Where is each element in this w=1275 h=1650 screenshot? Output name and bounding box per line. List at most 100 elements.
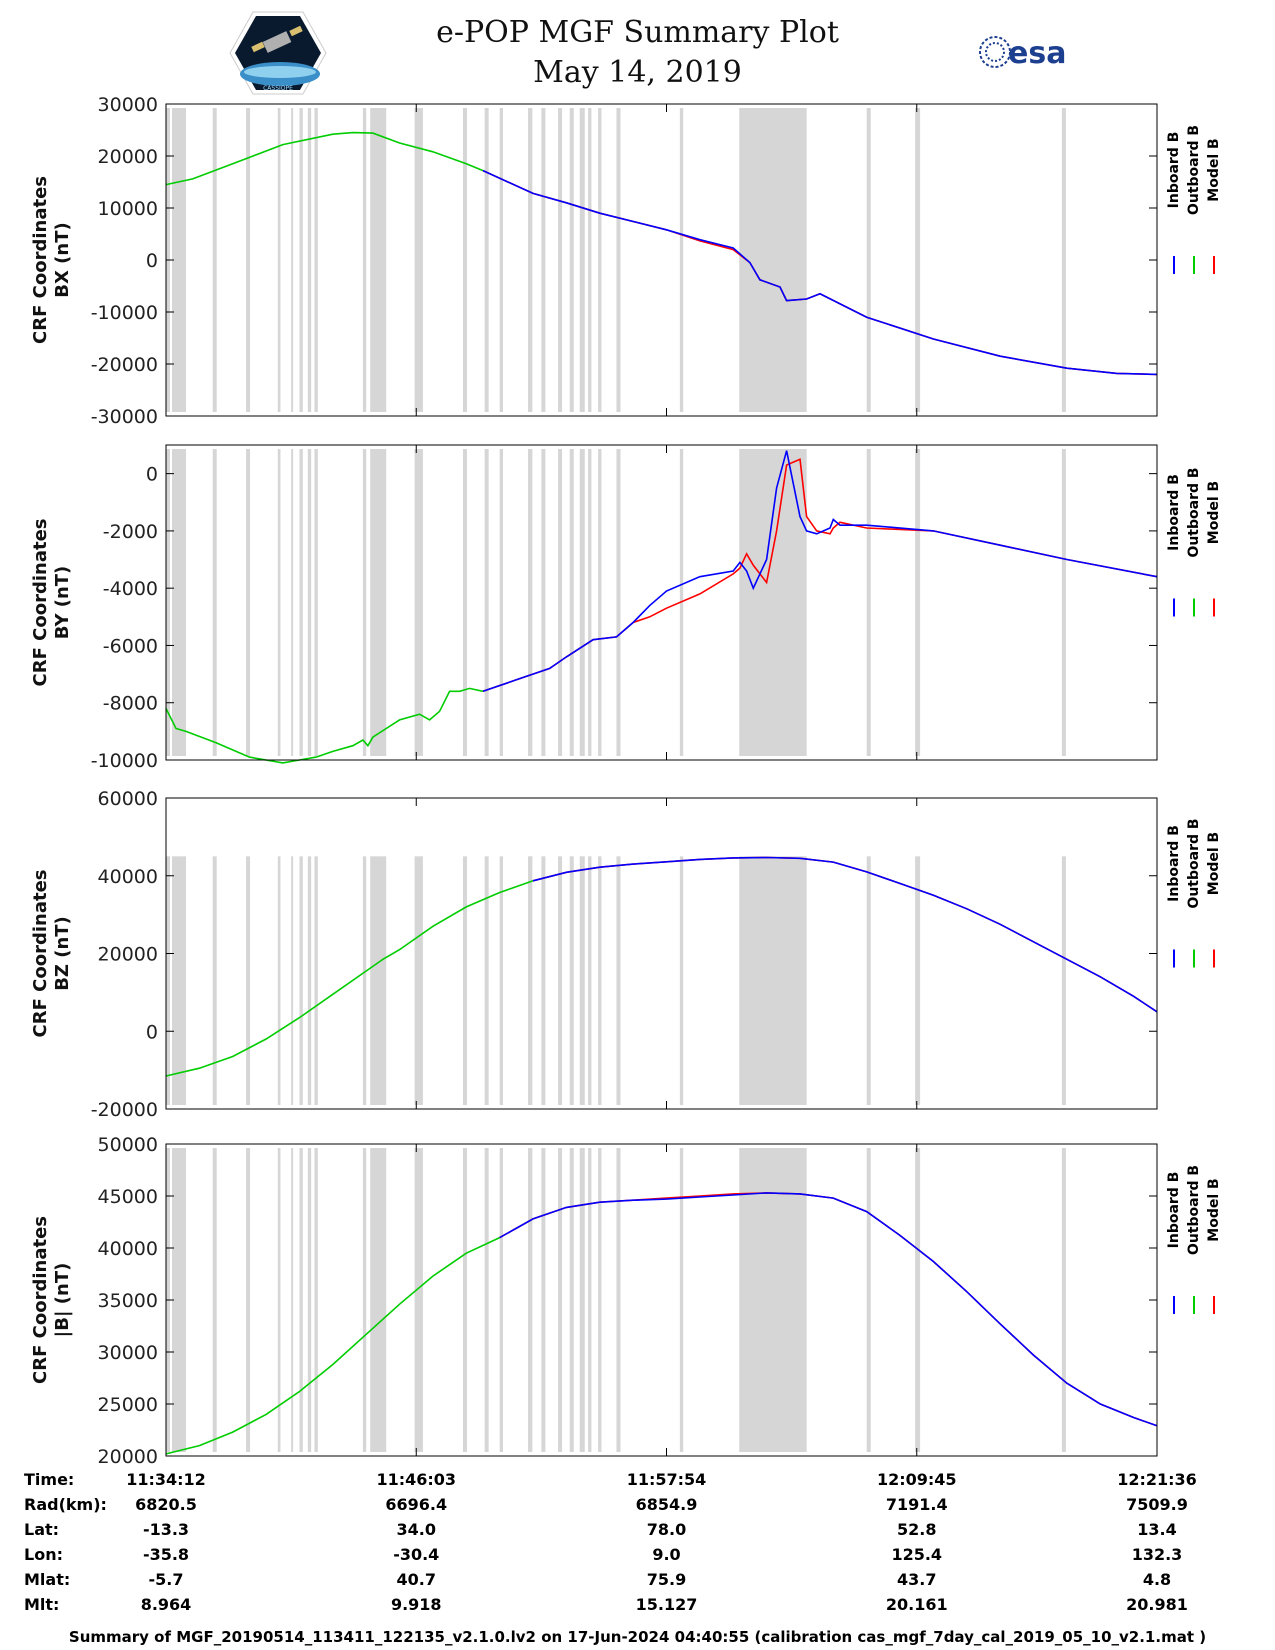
shaded-interval bbox=[598, 856, 602, 1105]
ephemeris-value: 132.3 bbox=[1132, 1545, 1183, 1564]
logo-caption: CASSIOPE bbox=[263, 85, 293, 92]
shaded-interval bbox=[172, 856, 187, 1105]
shaded-interval bbox=[1061, 1148, 1066, 1452]
ephemeris-value: 75.9 bbox=[647, 1570, 686, 1589]
series-line-outboard-b bbox=[165, 880, 534, 1077]
y-axis-label-line: CRF Coordinates bbox=[30, 519, 51, 687]
shaded-interval bbox=[579, 449, 585, 756]
shaded-interval bbox=[291, 108, 294, 412]
ephemeris-value: 20.981 bbox=[1126, 1595, 1188, 1614]
shaded-interval bbox=[528, 856, 533, 1105]
y-axis-label-line: |B| (nT) bbox=[52, 1263, 73, 1338]
ephemeris-value: 43.7 bbox=[897, 1570, 936, 1589]
y-axis-label-line: CRF Coordinates bbox=[30, 176, 51, 344]
shaded-interval bbox=[866, 449, 871, 756]
series-line-inboard-b bbox=[482, 169, 1158, 376]
ephemeris-value: 7509.9 bbox=[1126, 1495, 1188, 1514]
shaded-interval bbox=[462, 449, 467, 756]
y-tick-label: -4000 bbox=[103, 578, 158, 600]
shaded-interval bbox=[915, 856, 921, 1105]
shaded-interval bbox=[212, 856, 217, 1105]
ephemeris-value: 12:09:45 bbox=[877, 1470, 957, 1489]
y-tick-label: -20000 bbox=[91, 1099, 158, 1121]
cassiope-logo: CASSIOPE bbox=[229, 11, 327, 95]
legend-label: Outboard B bbox=[1186, 818, 1202, 908]
y-tick-label: 25000 bbox=[98, 1394, 158, 1416]
ephemeris-value: -5.7 bbox=[149, 1570, 184, 1589]
shaded-interval bbox=[1061, 449, 1066, 756]
shaded-interval bbox=[277, 449, 281, 756]
shaded-interval bbox=[277, 108, 281, 412]
shaded-interval bbox=[558, 856, 563, 1105]
series-line-inboard-b bbox=[532, 856, 1158, 1013]
shaded-interval bbox=[541, 449, 546, 756]
y-axis-label-line: BY (nT) bbox=[52, 566, 73, 640]
shaded-interval bbox=[558, 1148, 563, 1452]
shaded-interval bbox=[679, 108, 684, 412]
shaded-interval bbox=[314, 108, 318, 412]
y-tick-label: -10000 bbox=[91, 302, 158, 324]
shaded-interval bbox=[866, 108, 871, 412]
y-tick-label: 50000 bbox=[98, 1134, 158, 1156]
shaded-interval bbox=[598, 108, 602, 412]
ephemeris-value: 6696.4 bbox=[385, 1495, 447, 1514]
shaded-interval bbox=[299, 1148, 303, 1452]
shaded-interval bbox=[616, 1148, 621, 1452]
ephemeris-value: -30.4 bbox=[393, 1545, 439, 1564]
shaded-interval bbox=[915, 449, 921, 756]
y-tick-label: 30000 bbox=[98, 1342, 158, 1364]
shaded-interval bbox=[484, 1148, 489, 1452]
shaded-interval bbox=[588, 108, 592, 412]
shaded-interval bbox=[314, 1148, 318, 1452]
y-tick-label: 20000 bbox=[98, 944, 158, 966]
shaded-interval bbox=[414, 108, 423, 412]
legend-label: Model B bbox=[1206, 138, 1222, 201]
legend-label: Outboard B bbox=[1186, 1165, 1202, 1255]
y-axis-label: CRF CoordinatesBZ (nT) bbox=[30, 870, 73, 1038]
series-line-outboard-b bbox=[165, 131, 484, 186]
y-tick-label: 0 bbox=[146, 250, 158, 272]
shaded-interval bbox=[362, 449, 367, 756]
shaded-interval bbox=[484, 856, 489, 1105]
footer-caption: Summary of MGF_20190514_113411_122135_v2… bbox=[68, 1628, 1207, 1646]
shaded-interval bbox=[739, 108, 807, 412]
shaded-interval bbox=[1061, 108, 1066, 412]
shaded-interval bbox=[739, 1148, 807, 1452]
shaded-interval bbox=[462, 856, 467, 1105]
shaded-interval bbox=[462, 108, 467, 412]
shaded-interval bbox=[166, 856, 171, 1105]
shaded-interval bbox=[866, 856, 871, 1105]
shaded-interval bbox=[616, 856, 621, 1105]
shaded-interval bbox=[499, 1148, 504, 1452]
y-tick-label: 10000 bbox=[98, 198, 158, 220]
shaded-interval bbox=[362, 856, 367, 1105]
y-tick-label: 60000 bbox=[98, 788, 158, 810]
shaded-interval bbox=[588, 1148, 592, 1452]
shaded-interval bbox=[362, 108, 367, 412]
shaded-interval bbox=[370, 1148, 387, 1452]
y-tick-label: -30000 bbox=[91, 406, 158, 428]
shaded-interval bbox=[314, 856, 318, 1105]
shaded-interval bbox=[598, 449, 602, 756]
legend-label: Outboard B bbox=[1186, 467, 1202, 557]
shaded-interval bbox=[616, 108, 621, 412]
shaded-interval bbox=[246, 856, 251, 1105]
shaded-interval bbox=[212, 108, 217, 412]
shaded-interval bbox=[616, 449, 621, 756]
ephemeris-value: 11:57:54 bbox=[627, 1470, 707, 1489]
ephemeris-row-label: Mlat: bbox=[24, 1570, 70, 1589]
ephemeris-row-label: Lat: bbox=[24, 1520, 59, 1539]
ephemeris-value: 52.8 bbox=[897, 1520, 936, 1539]
shaded-interval bbox=[541, 856, 546, 1105]
y-tick-label: 30000 bbox=[98, 94, 158, 116]
y-axis-label-line: BX (nT) bbox=[52, 222, 73, 297]
shaded-interval bbox=[528, 108, 533, 412]
shaded-interval bbox=[246, 108, 251, 412]
shaded-interval bbox=[484, 108, 489, 412]
y-tick-label: -20000 bbox=[91, 354, 158, 376]
esa-wordmark: esa bbox=[1008, 36, 1066, 71]
shaded-interval bbox=[499, 449, 504, 756]
shaded-interval bbox=[558, 449, 563, 756]
shaded-interval bbox=[414, 856, 423, 1105]
